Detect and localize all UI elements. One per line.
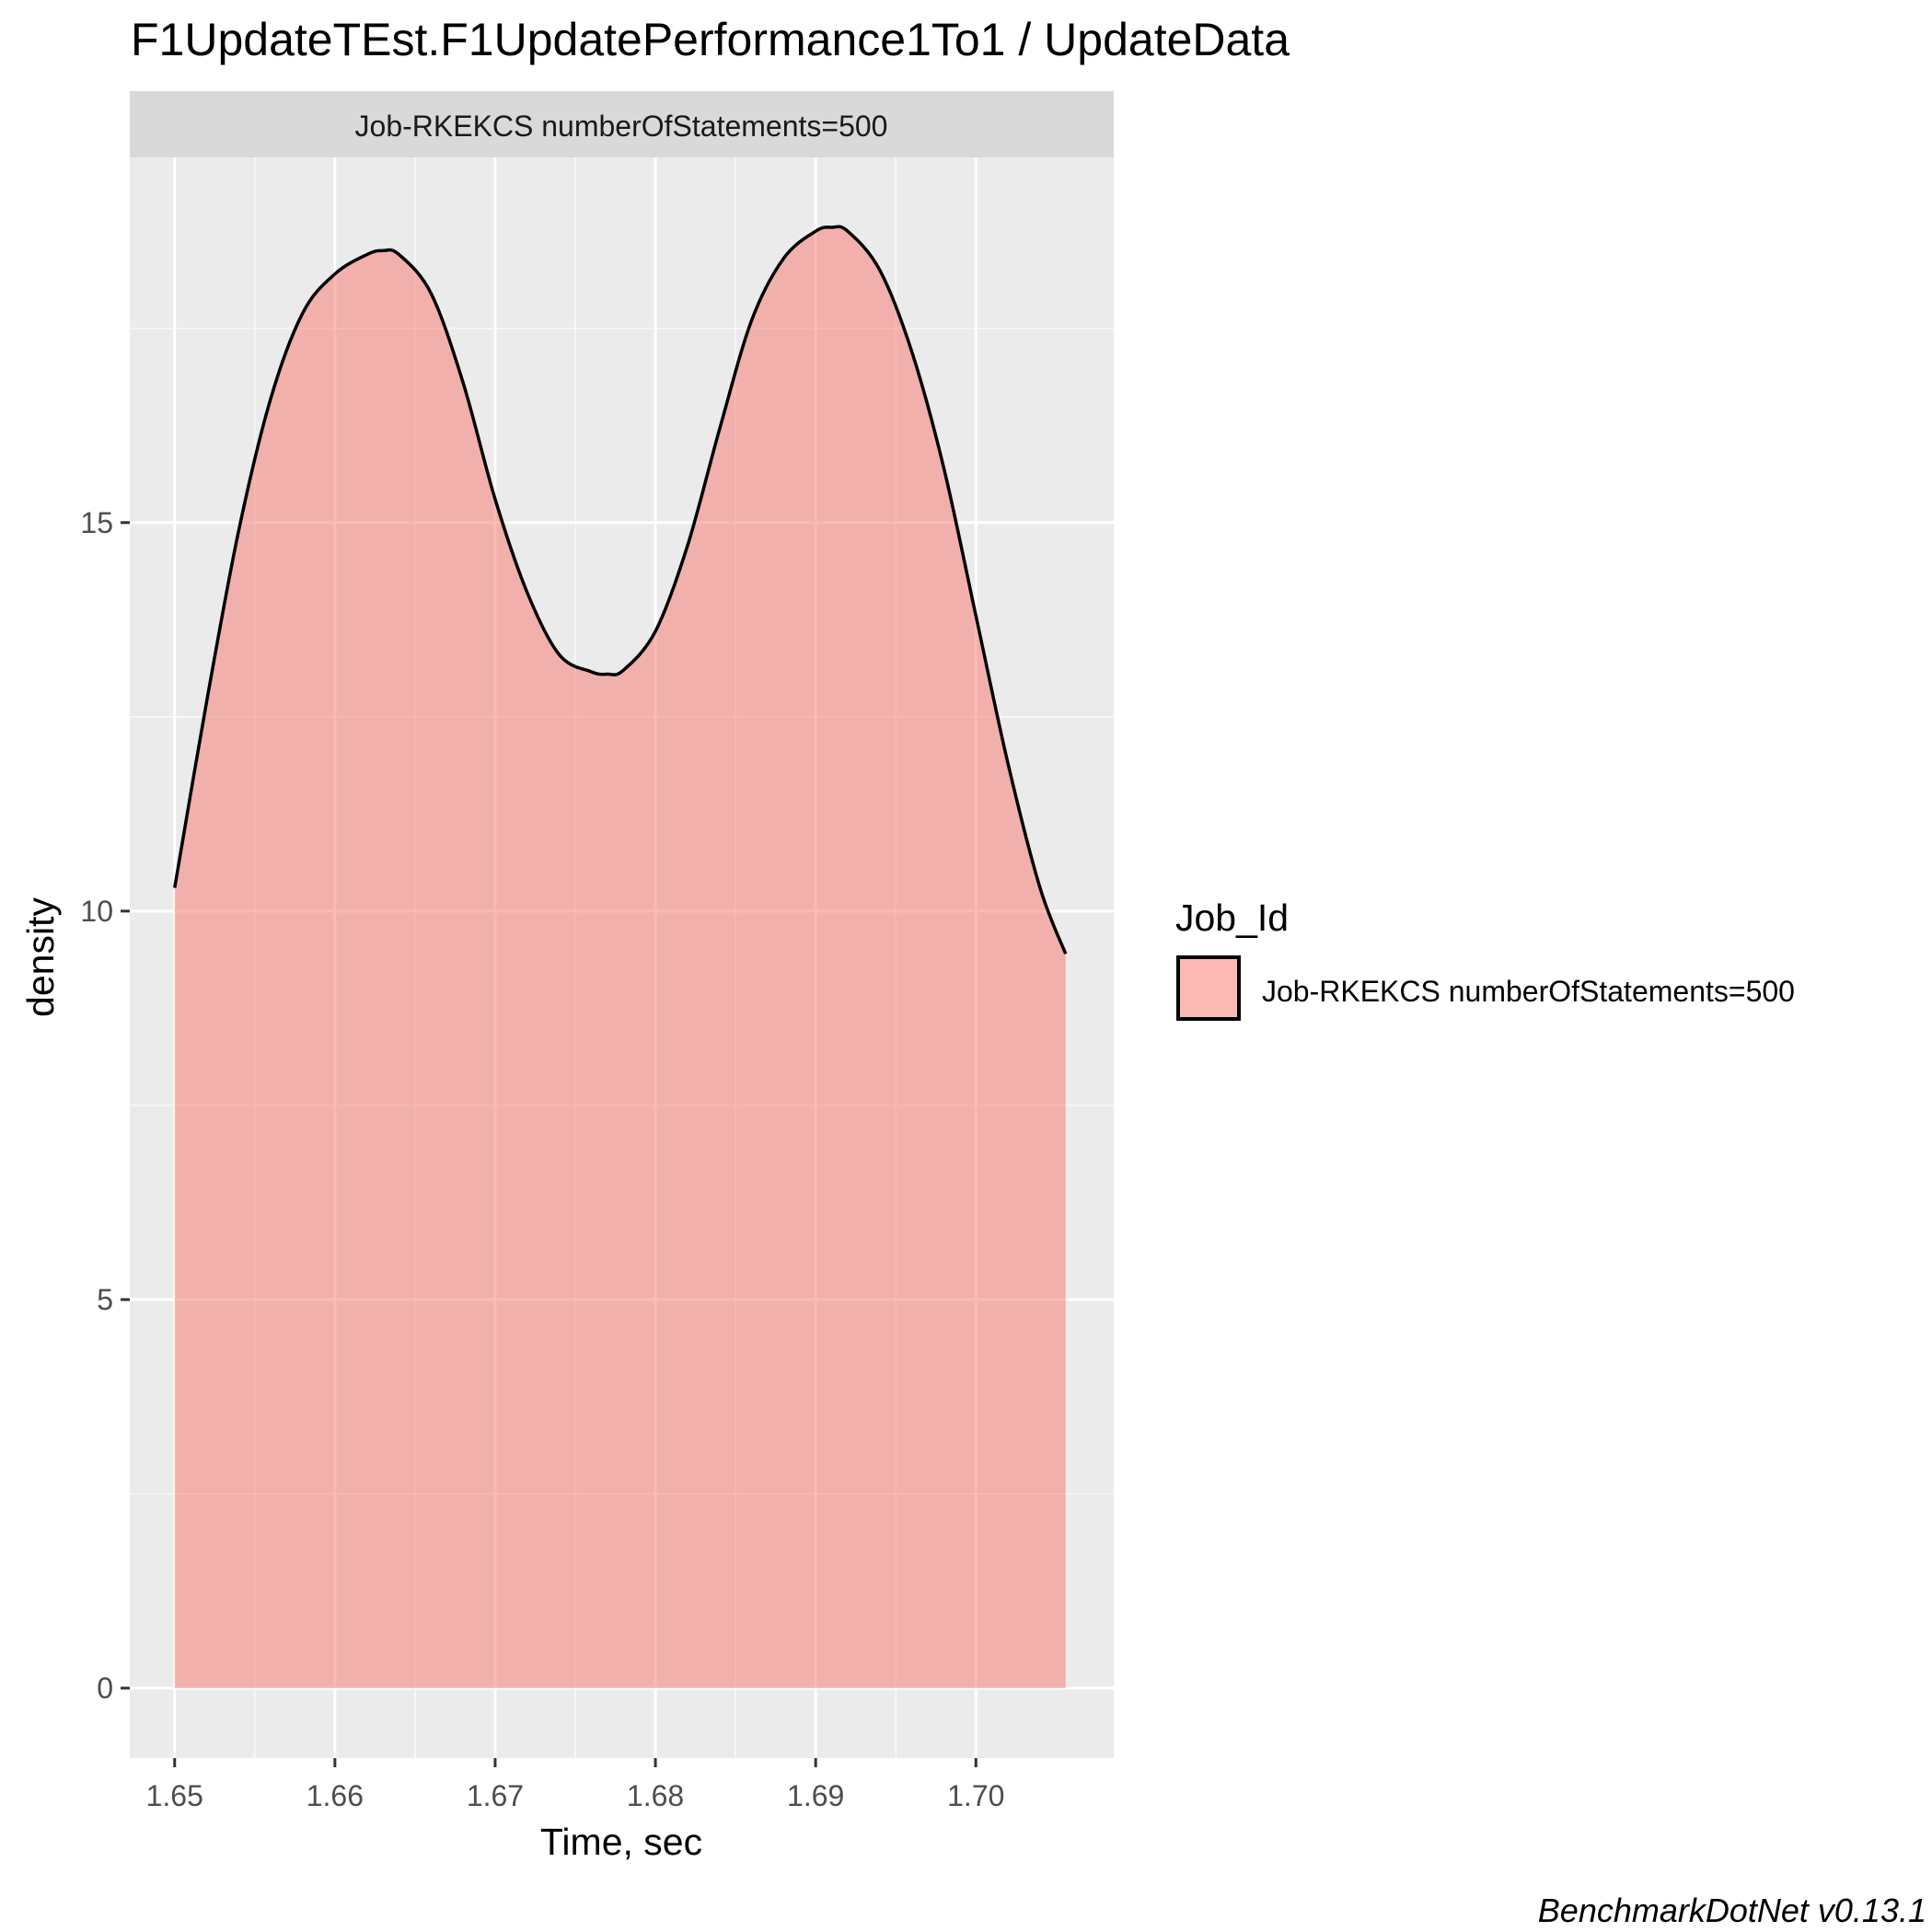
x-tick-label: 1.67 [467, 1779, 524, 1812]
legend-key [1176, 955, 1241, 1021]
density-area [174, 226, 1066, 1689]
density-layer [173, 225, 1068, 1689]
legend: Job_Id Job-RKEKCS numberOfStatements=500 [1175, 897, 1795, 1021]
y-tick-label: 10 [80, 895, 113, 928]
facet-strip-label: Job-RKEKCS numberOfStatements=500 [355, 110, 888, 143]
caption: BenchmarkDotNet v0.13.1 [1538, 1892, 1926, 1929]
x-axis: 1.65 1.66 1.67 1.68 1.69 1.70 [146, 1758, 1004, 1812]
legend-label: Job-RKEKCS numberOfStatements=500 [1262, 975, 1795, 1008]
y-tick-label: 0 [97, 1672, 113, 1705]
facet-strip [130, 91, 1114, 157]
density-line [173, 225, 1068, 954]
y-axis: 0 5 10 15 [80, 506, 130, 1705]
x-tick-label: 1.66 [307, 1779, 364, 1812]
x-tick-label: 1.65 [146, 1779, 203, 1812]
y-tick-label: 15 [80, 506, 113, 539]
x-tick-label: 1.68 [627, 1779, 684, 1812]
legend-title: Job_Id [1175, 897, 1289, 939]
x-tick-label: 1.69 [787, 1779, 844, 1812]
x-tick-label: 1.70 [947, 1779, 1004, 1812]
x-axis-title: Time, sec [540, 1821, 702, 1863]
chart-title: F1UpdateTEst.F1UpdatePerformance1To1 / U… [131, 14, 1290, 65]
y-tick-label: 5 [97, 1283, 113, 1316]
y-axis-title: density [19, 897, 62, 1017]
